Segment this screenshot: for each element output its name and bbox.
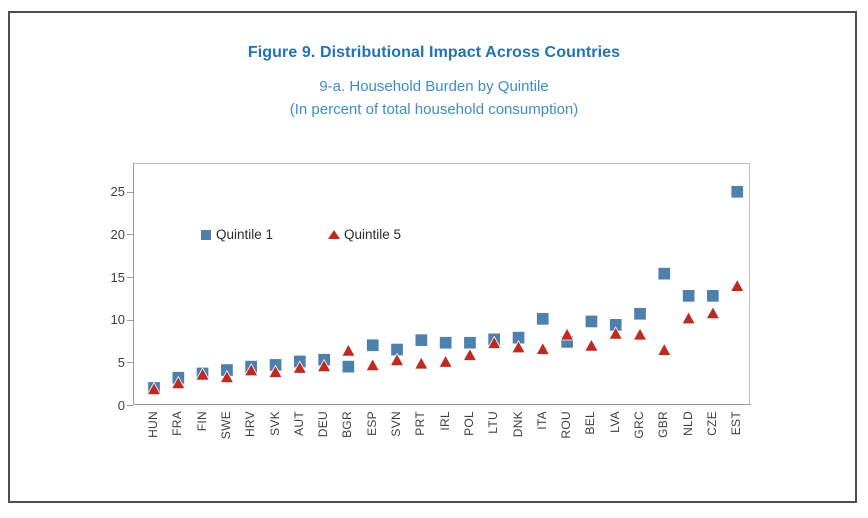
marker-q1-ESP (366, 338, 380, 352)
y-tick-mark (127, 405, 133, 406)
y-tick-label: 10 (110, 312, 125, 328)
marker-q1-PRT (414, 333, 429, 347)
y-tick-mark (127, 319, 133, 321)
marker-q5-AUT (292, 360, 308, 374)
marker-q1-CZE (706, 289, 720, 303)
marker-q1-GBR (657, 266, 671, 281)
marker-q5-SVN (389, 352, 405, 366)
marker-q5-IRL (438, 354, 453, 368)
marker-q5-BEL (584, 338, 599, 352)
y-tick-mark (127, 234, 133, 236)
y-tick-mark (127, 362, 133, 364)
quintile1-square-icon (201, 229, 211, 240)
marker-q5-FRA (171, 375, 186, 389)
marker-q1-BEL (584, 314, 599, 329)
marker-q5-POL (462, 347, 478, 361)
marker-q5-HRV (243, 362, 259, 377)
marker-q5-HUN (146, 381, 162, 395)
y-tick-mark (127, 277, 133, 279)
marker-q5-LTU (486, 335, 502, 349)
marker-q5-DNK (511, 339, 526, 354)
marker-q5-PRT (414, 356, 429, 370)
y-tick-mark (127, 191, 133, 193)
y-tick-label: 15 (110, 269, 125, 285)
legend-label-quintile1: Quintile 1 (216, 227, 274, 242)
marker-q1-GRC (633, 307, 647, 321)
marker-q5-BGR (341, 343, 356, 357)
marker-q5-DEU (316, 358, 332, 372)
marker-q5-GRC (632, 327, 648, 341)
y-tick-label: 5 (117, 354, 125, 370)
marker-q5-ITA (535, 341, 551, 355)
figure-units-note: (In percent of total household consumpti… (289, 101, 579, 118)
y-axis-line (133, 163, 134, 405)
marker-q5-GBR (657, 342, 672, 356)
marker-q5-FIN (195, 367, 210, 381)
marker-q5-CZE (705, 305, 721, 320)
y-tick-label: 20 (110, 226, 125, 242)
marker-q5-EST (729, 278, 745, 292)
legend-item-quintile1: Quintile 1 (201, 227, 273, 242)
marker-q1-EST (730, 185, 744, 199)
marker-q1-POL (463, 336, 477, 350)
marker-q1-NLD (682, 289, 696, 303)
figure-title: Figure 9. Distributional Impact Across C… (247, 44, 621, 61)
marker-q5-SVK (268, 364, 283, 378)
y-tick-label: 0 (117, 397, 125, 413)
figure-subtitle: 9-a. Household Burden by Quintile (319, 78, 549, 95)
quintile5-triangle-icon (328, 230, 340, 239)
legend-item-quintile5: Quintile 5 (328, 227, 401, 242)
marker-q5-NLD (681, 310, 696, 325)
marker-q1-IRL (438, 336, 453, 350)
marker-q1-ITA (536, 312, 550, 326)
marker-q5-LVA (608, 326, 623, 340)
marker-q5-ESP (365, 357, 380, 372)
marker-q1-BGR (341, 359, 356, 374)
legend-label-quintile5: Quintile 5 (344, 227, 402, 242)
marker-q5-ROU (559, 327, 575, 341)
y-tick-label: 25 (110, 184, 125, 200)
marker-q5-SWE (219, 369, 235, 384)
x-axis-line (133, 404, 751, 405)
